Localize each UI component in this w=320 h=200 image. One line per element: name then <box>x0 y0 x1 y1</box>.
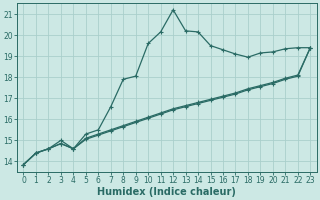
X-axis label: Humidex (Indice chaleur): Humidex (Indice chaleur) <box>98 187 236 197</box>
